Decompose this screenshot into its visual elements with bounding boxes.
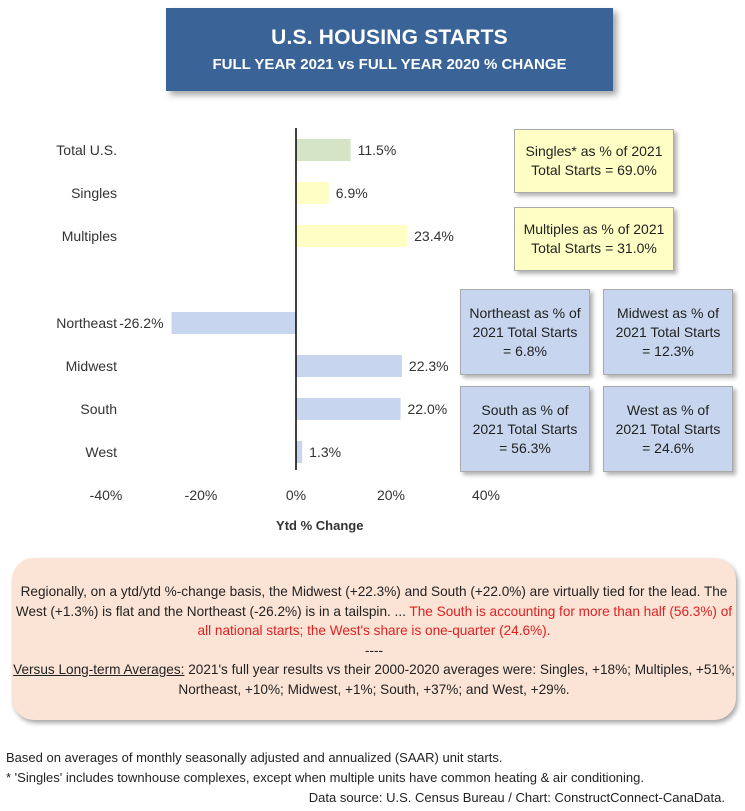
x-tick-label: 0%	[286, 487, 306, 503]
category-label: Midwest	[66, 358, 117, 374]
data-label: -26.2%	[119, 315, 163, 331]
midwest-share-box: Midwest as % of 2021 Total Starts = 12.3…	[603, 289, 733, 375]
singles-share-box: Singles* as % of 2021 Total Starts = 69.…	[514, 129, 674, 193]
bar-northeast	[171, 312, 296, 334]
data-label: 22.0%	[408, 401, 448, 417]
bar-south	[296, 398, 401, 420]
northeast-share-box: Northeast as % of 2021 Total Starts = 6.…	[460, 289, 590, 375]
bar-west	[296, 441, 303, 463]
west-share-box: West as % of 2021 Total Starts = 24.6%	[603, 386, 733, 472]
summary-highlight: The South is accounting for more than ha…	[197, 603, 733, 639]
title-banner: U.S. HOUSING STARTS FULL YEAR 2021 vs FU…	[166, 8, 613, 91]
footnote-singles: * 'Singles' includes townhouse complexes…	[6, 770, 644, 785]
summary-text: Regionally, on a ytd/ytd %-change basis,…	[15, 584, 728, 619]
south-share-box: South as % of 2021 Total Starts = 56.3%	[460, 386, 590, 472]
footnotes: Based on averages of monthly seasonally …	[6, 748, 741, 808]
long-term-text: 2021's full year results vs their 2000-2…	[178, 662, 735, 697]
northeast-share-text: Northeast as % of 2021 Total Starts = 6.…	[469, 304, 581, 359]
chart-subtitle: FULL YEAR 2021 vs FULL YEAR 2020 % CHANG…	[212, 56, 567, 73]
data-label: 22.3%	[409, 358, 449, 374]
singles-share-text: Singles* as % of 2021 Total Starts = 69.…	[525, 143, 663, 178]
x-axis-label: Ytd % Change	[276, 518, 363, 533]
x-tick-label: -40%	[90, 487, 123, 503]
summary-callout: Regionally, on a ytd/ytd %-change basis,…	[12, 558, 736, 720]
x-tick-label: 40%	[472, 487, 500, 503]
category-label: Total U.S.	[56, 142, 117, 158]
bar-chart: Total U.S. 11.5% Singles 6.9% Multiples 23.4%…	[56, 128, 500, 533]
south-share-text: South as % of 2021 Total Starts = 56.3%	[472, 401, 578, 456]
category-label: Singles	[71, 185, 117, 201]
multiples-share-text: Multiples as % of 2021 Total Starts = 31…	[523, 221, 665, 256]
data-label: 6.9%	[336, 185, 368, 201]
category-label: Multiples	[62, 228, 117, 244]
bar-multiples	[296, 225, 408, 247]
data-label: 1.3%	[309, 444, 341, 460]
west-share-text: West as % of 2021 Total Starts = 24.6%	[615, 401, 721, 456]
footnote-saar: Based on averages of monthly seasonally …	[6, 750, 503, 765]
summary-separator: ----	[364, 642, 384, 658]
data-label: 11.5%	[358, 142, 397, 158]
summary-paragraph-1: Regionally, on a ytd/ytd %-change basis,…	[12, 582, 736, 641]
category-label: Northeast	[56, 315, 117, 331]
data-source: Data source: U.S. Census Bureau / Chart:…	[308, 790, 725, 805]
category-label: South	[80, 401, 117, 417]
x-tick-label: 20%	[377, 487, 405, 503]
long-term-heading: Versus Long-term Averages:	[13, 662, 185, 677]
x-tick-label: -20%	[185, 487, 218, 503]
category-label: West	[85, 444, 117, 460]
bar-midwest	[296, 355, 402, 377]
data-label: 23.4%	[414, 228, 454, 244]
multiples-share-box: Multiples as % of 2021 Total Starts = 31…	[514, 207, 674, 271]
bar-total-u-s	[296, 139, 351, 161]
bar-singles	[296, 182, 329, 204]
midwest-share-text: Midwest as % of 2021 Total Starts = 12.3…	[615, 304, 721, 359]
chart-title: U.S. HOUSING STARTS	[271, 26, 508, 49]
summary-paragraph-2: Versus Long-term Averages: 2021's full y…	[12, 660, 736, 699]
